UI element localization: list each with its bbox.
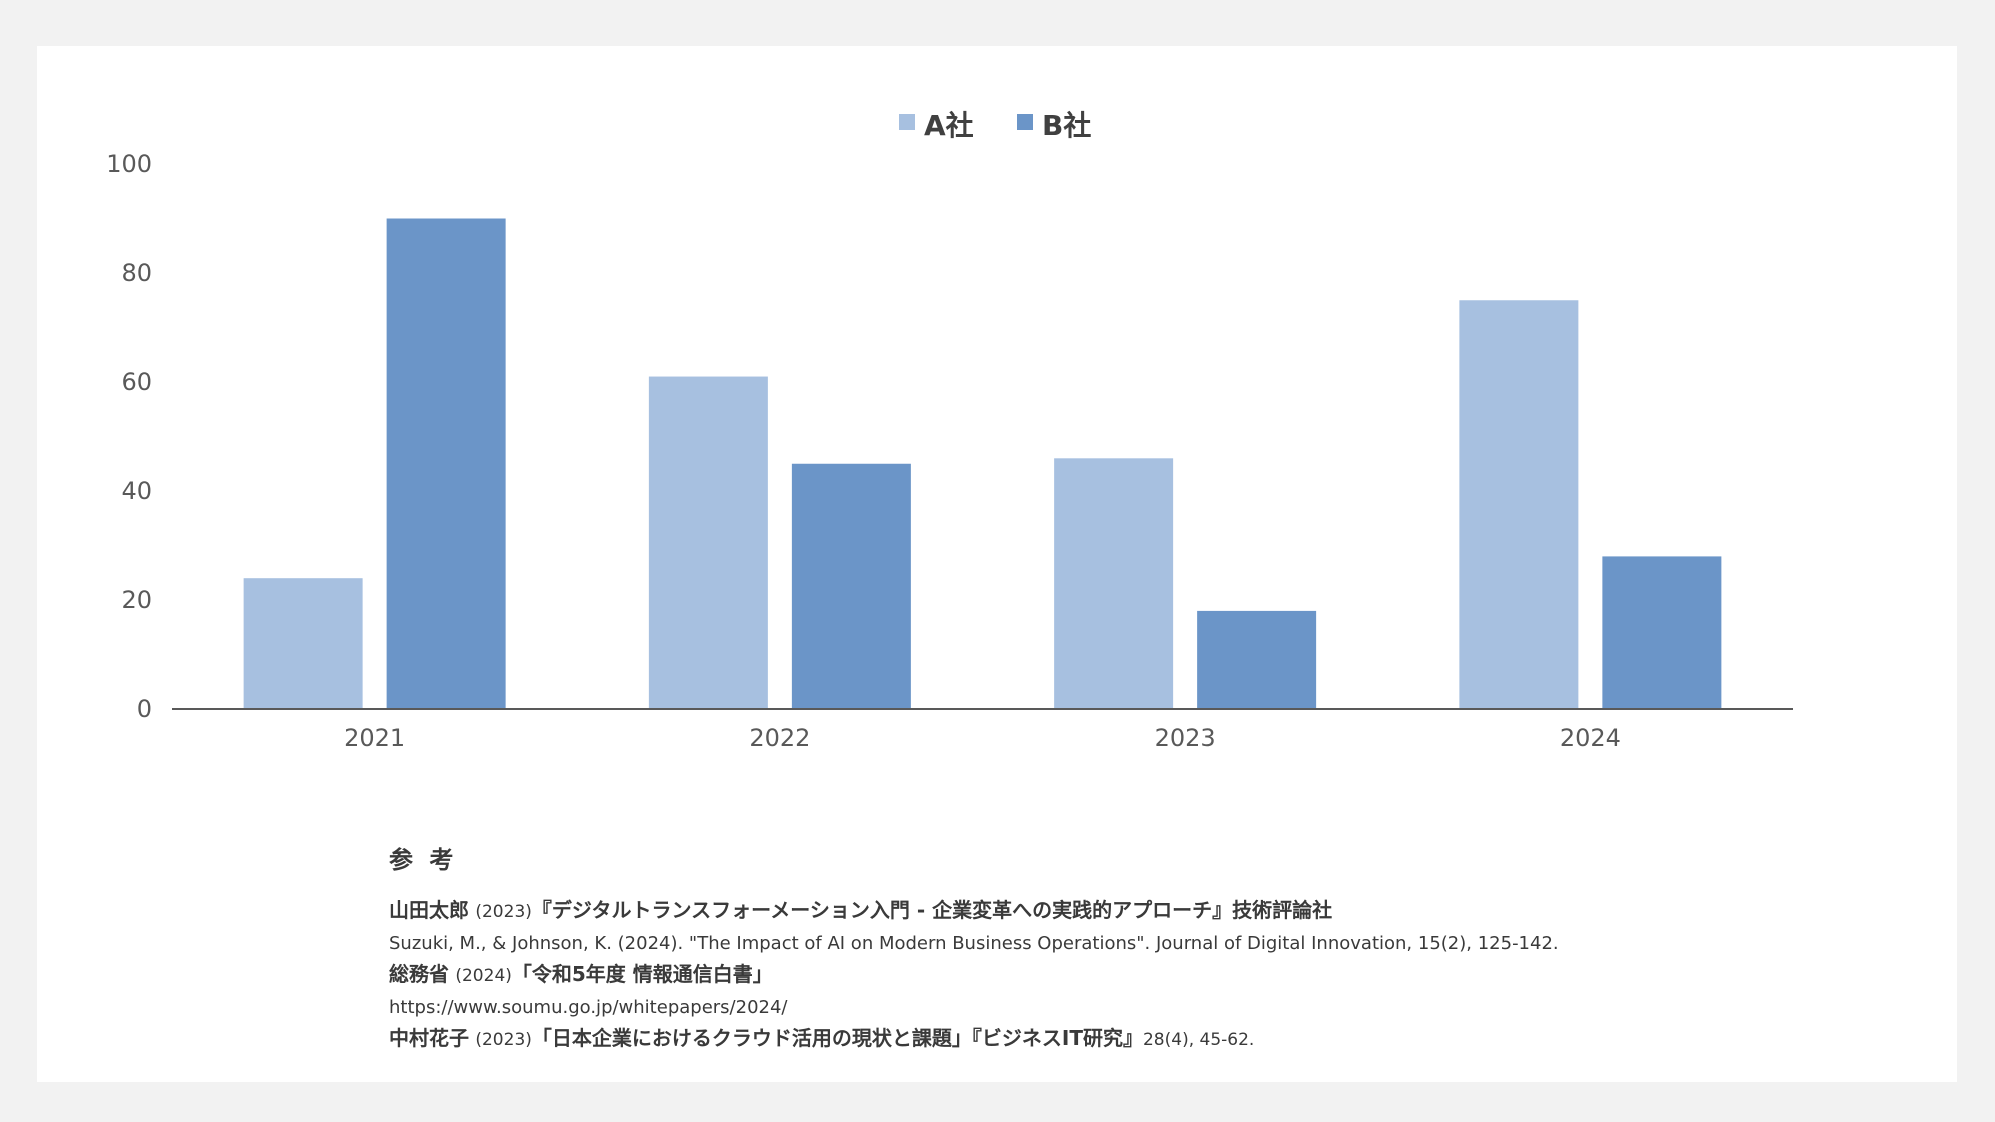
bar <box>386 218 506 709</box>
legend-label: B社 <box>1042 109 1091 142</box>
legend-swatch <box>1017 114 1033 130</box>
reference-item: Suzuki, M., & Johnson, K. (2024). "The I… <box>389 933 1559 954</box>
reference-item: 総務省 (2024)「令和5年度 情報通信白書」 <box>389 959 1789 992</box>
y-tick-label: 80 <box>121 259 152 287</box>
x-tick-label: 2021 <box>344 724 405 752</box>
reference-year: (2023) <box>475 902 532 922</box>
reference-year: (2023) <box>475 1030 532 1050</box>
x-tick-label: 2023 <box>1155 724 1216 752</box>
y-tick-label: 40 <box>121 477 152 505</box>
bar <box>243 578 363 709</box>
bar-chart: 0 20 40 60 80 100 2021 2022 2023 2024 A社 B社 <box>106 109 1793 752</box>
legend-label: A社 <box>924 109 974 142</box>
bar <box>1054 458 1174 709</box>
y-tick-label: 20 <box>121 586 152 614</box>
reference-item: 中村花子 (2023)「日本企業におけるクラウド活用の現状と課題」『ビジネスIT… <box>389 1023 1789 1056</box>
y-tick-label: 0 <box>137 695 152 723</box>
reference-url: https://www.soumu.go.jp/whitepapers/2024… <box>389 997 788 1018</box>
bar <box>1459 300 1579 709</box>
y-tick-label: 100 <box>106 150 152 178</box>
reference-title: 「令和5年度 情報通信白書」 <box>511 962 773 986</box>
bar <box>1197 610 1317 709</box>
x-tick-label: 2022 <box>749 724 810 752</box>
reference-suffix: 28(4), 45-62. <box>1142 1030 1255 1050</box>
references-heading: 参 考 <box>389 846 458 874</box>
reference-title: 「日本企業におけるクラウド活用の現状と課題」『ビジネスIT研究』 <box>531 1026 1143 1050</box>
slide: 0 20 40 60 80 100 2021 2022 2023 2024 A社 B社 参 考 山田太… <box>37 46 1957 1082</box>
x-tick-label: 2024 <box>1560 724 1621 752</box>
reference-title: 『デジタルトランスフォーメーション入門 - 企業変革への実践的アプローチ』技術評… <box>531 898 1333 922</box>
bar <box>1602 556 1722 709</box>
reference-author: 総務省 <box>389 962 449 986</box>
reference-year: (2024) <box>455 966 512 986</box>
legend-swatch <box>899 114 915 130</box>
reference-item: 山田太郎 (2023)『デジタルトランスフォーメーション入門 - 企業変革への実… <box>389 895 1789 928</box>
reference-author: 山田太郎 <box>389 898 469 922</box>
bar <box>791 463 911 709</box>
reference-author: 中村花子 <box>389 1026 469 1050</box>
references: 参 考 山田太郎 (2023)『デジタルトランスフォーメーション入門 - 企業変… <box>389 840 1789 1056</box>
bar <box>648 376 768 709</box>
y-tick-label: 60 <box>121 368 152 396</box>
